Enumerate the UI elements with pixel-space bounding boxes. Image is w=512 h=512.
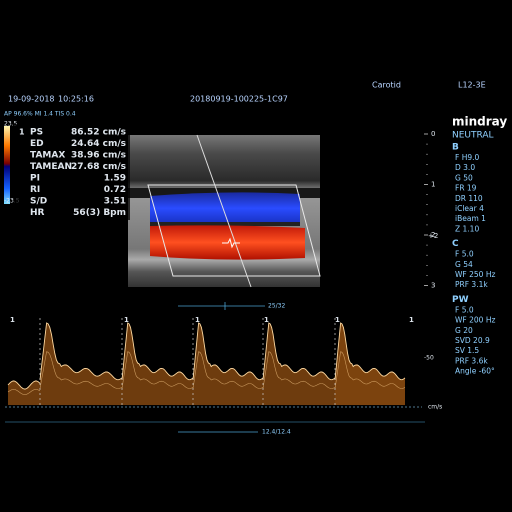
measurement-label: RI bbox=[30, 185, 40, 195]
measurement-value: 24.64 cm/s bbox=[71, 139, 126, 149]
sweep-label: 12.4/12.4 bbox=[262, 429, 291, 436]
date: 19-09-2018 bbox=[8, 95, 55, 104]
spectrum-envelope bbox=[121, 322, 194, 381]
spectrum-envelope bbox=[39, 322, 123, 381]
velocity-unit: cm/s bbox=[428, 404, 442, 411]
parameter: SVD 20.9 bbox=[455, 336, 490, 345]
parameter: DR 110 bbox=[455, 194, 483, 203]
gate-label: 25/32 bbox=[268, 303, 285, 310]
parameter: FR 19 bbox=[455, 184, 477, 193]
section-title: PW bbox=[452, 295, 469, 305]
spectrum-core bbox=[192, 351, 264, 389]
depth-label: 3 bbox=[431, 282, 435, 290]
safety-indices: AP 96.6% MI 1.4 TIS 0.4 bbox=[4, 111, 76, 118]
spectrum-core bbox=[121, 351, 194, 389]
section-title: C bbox=[452, 239, 459, 249]
measurement-value: 1.59 bbox=[104, 174, 126, 184]
parameter: F 5.0 bbox=[455, 250, 474, 259]
spectrum-fill bbox=[193, 323, 263, 405]
parameter: G 50 bbox=[455, 173, 473, 182]
spectrum-core bbox=[39, 351, 123, 389]
parameter: Angle -60° bbox=[455, 367, 495, 376]
cycle-marker: 1 bbox=[195, 316, 200, 324]
measurement-value: 38.96 cm/s bbox=[71, 151, 126, 161]
color-scale-bar bbox=[4, 126, 10, 204]
velocity-scale: -50 bbox=[424, 355, 434, 362]
measurement-value: 27.68 cm/s bbox=[71, 162, 126, 172]
parameter: F H9.0 bbox=[455, 153, 479, 162]
spectrum-envelope bbox=[192, 322, 264, 381]
spectrum-fill bbox=[335, 323, 405, 405]
parameter: G 54 bbox=[455, 260, 473, 269]
exam-id: 20180919-100225-1C97 bbox=[190, 95, 288, 104]
measurement-label: PS bbox=[30, 128, 43, 138]
parameter: SV 1.5 bbox=[455, 346, 479, 355]
spectrum-fill bbox=[122, 323, 193, 405]
parameter: WF 200 Hz bbox=[455, 316, 495, 325]
brand: mindray bbox=[452, 115, 507, 129]
depth-label: 2 bbox=[431, 231, 435, 239]
doppler-gate-line bbox=[178, 302, 265, 310]
parameter: G 20 bbox=[455, 326, 473, 335]
parameter: Z 1.10 bbox=[455, 224, 479, 233]
depth-scale: 0 1 2 3 bbox=[424, 130, 435, 290]
parameter: iClear 4 bbox=[455, 204, 484, 213]
cycle-marker: 1 bbox=[335, 316, 340, 324]
doppler-spectrum: 1 1 1 1 1 1 bbox=[7, 316, 414, 407]
spectrum-envelope bbox=[334, 322, 406, 381]
depth-label: 1 bbox=[431, 181, 435, 189]
measurement-value: 3.51 bbox=[104, 197, 126, 207]
cycle-marker: 1 bbox=[409, 316, 414, 324]
measurement-box bbox=[14, 124, 130, 220]
spectrum-core bbox=[7, 389, 41, 395]
cycle-marker: 1 bbox=[10, 316, 15, 324]
depth-label: 0 bbox=[431, 130, 435, 138]
spectrum-fill bbox=[8, 381, 40, 405]
parameter: PRF 3.1k bbox=[455, 280, 488, 289]
mode: NEUTRAL bbox=[452, 131, 494, 141]
measurement-value: 56(3) Bpm bbox=[73, 208, 126, 218]
measurement-label: ED bbox=[30, 139, 44, 149]
spectrum-fill bbox=[40, 323, 122, 405]
spectrum-envelope bbox=[7, 380, 41, 390]
measurement-marker: 1 bbox=[19, 128, 25, 137]
measurement-label: TAMAX bbox=[30, 151, 65, 161]
measurement-value: 0.72 bbox=[104, 185, 126, 195]
spectrum-core bbox=[334, 351, 406, 389]
cycle-marker: 1 bbox=[124, 316, 129, 324]
cycle-marker: 1 bbox=[264, 316, 269, 324]
parameter: WF 250 Hz bbox=[455, 270, 495, 279]
measurement-label: S/D bbox=[30, 197, 47, 207]
parameter: D 3.0 bbox=[455, 163, 475, 172]
measurement-label: PI bbox=[30, 174, 40, 184]
measurement-value: 86.52 cm/s bbox=[71, 128, 126, 138]
spectrum-fill bbox=[263, 323, 335, 405]
b-mode-image bbox=[128, 134, 321, 288]
spectrum-core bbox=[262, 351, 336, 389]
measurement-label: TAMEAN bbox=[30, 162, 72, 172]
preset: Carotid bbox=[372, 81, 401, 90]
color-scale-top: 23.5 bbox=[4, 121, 18, 128]
color-scale-bottom: -23.5 bbox=[4, 198, 20, 205]
spectrum-envelope bbox=[262, 322, 336, 381]
measurement-label: HR bbox=[30, 208, 45, 218]
measurement-rows: PS 86.52 cm/s ED 24.64 cm/s TAMAX 38.96 cm/sT… bbox=[30, 128, 126, 219]
focus-marker: +2 bbox=[428, 232, 438, 240]
probe: L12-3E bbox=[458, 81, 486, 90]
parameter: F 5.0 bbox=[455, 305, 474, 314]
parameter: iBeam 1 bbox=[455, 214, 486, 223]
parameter: PRF 3.6k bbox=[455, 356, 488, 365]
time: 10:25:16 bbox=[58, 95, 94, 104]
section-title: B bbox=[452, 143, 459, 153]
